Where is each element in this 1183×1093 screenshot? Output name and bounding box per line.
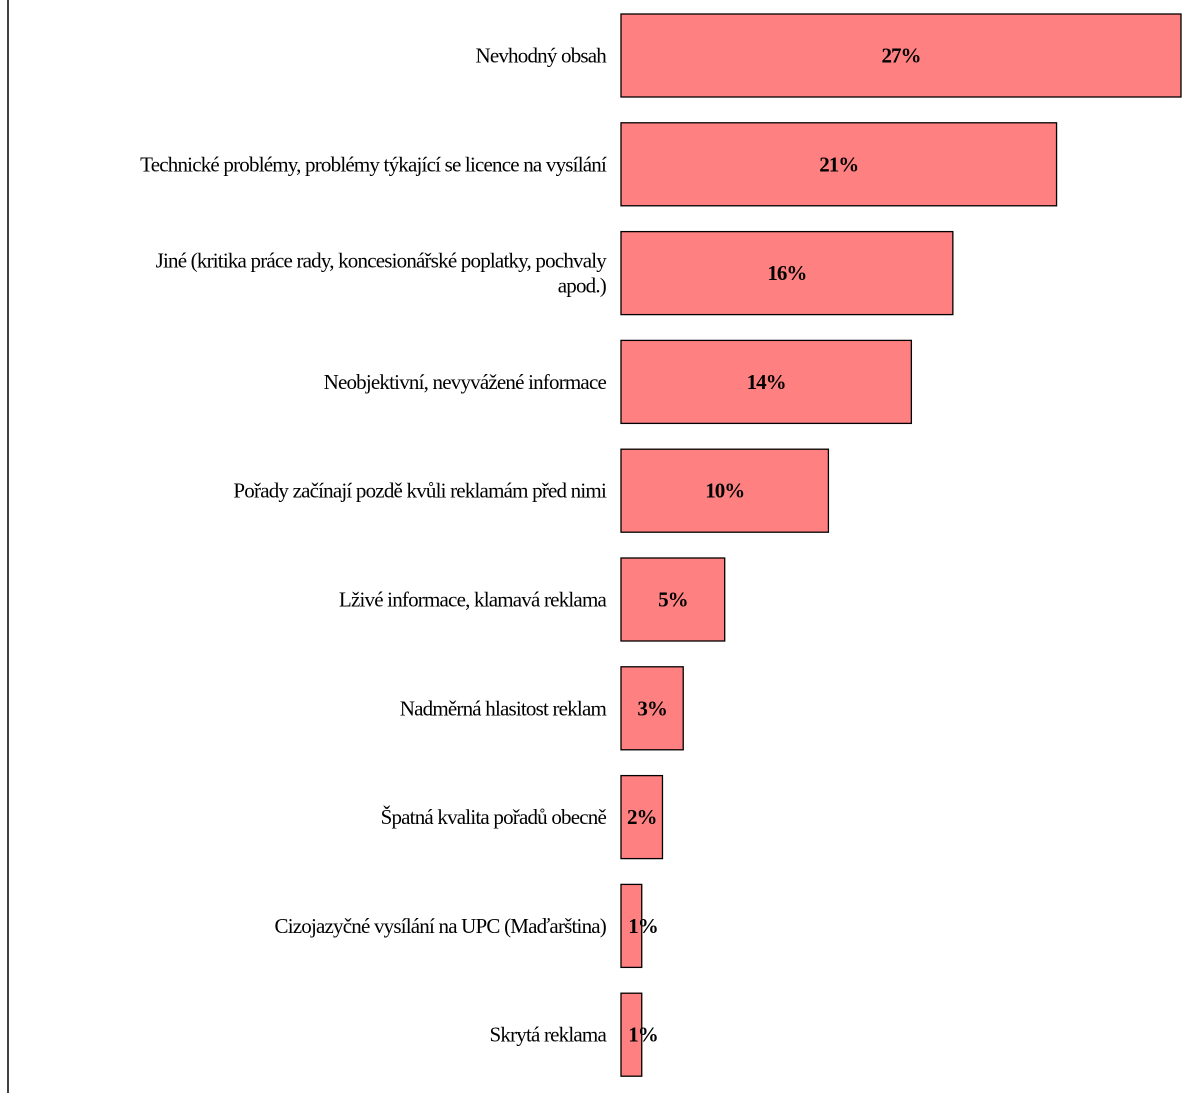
value-label: 2% <box>627 805 657 829</box>
bar <box>620 883 643 969</box>
bar <box>620 992 643 1077</box>
value-label: 1% <box>628 1023 658 1047</box>
category-label-line: Lživé informace, klamavá reklama <box>339 588 608 612</box>
category-label: Pořady začínají pozdě kvůli reklamám pře… <box>233 479 607 503</box>
category-label-line: Jiné (kritika práce rady, koncesionářské… <box>156 249 608 273</box>
bar-group: Technické problémy, problémy týkající se… <box>140 122 1058 207</box>
category-label: Skrytá reklama <box>489 1023 607 1047</box>
category-label: Technické problémy, problémy týkající se… <box>140 152 607 176</box>
category-label-line: Pořady začínají pozdě kvůli reklamám pře… <box>233 479 607 503</box>
category-label: Špatná kvalita pořadů obecně <box>381 805 607 829</box>
bar <box>620 230 954 316</box>
category-label: Nadměrná hlasitost reklam <box>400 696 607 720</box>
category-label-line: Nevhodný obsah <box>475 44 607 68</box>
value-label: 3% <box>637 696 667 720</box>
category-label-line: Špatná kvalita pořadů obecně <box>381 805 607 829</box>
value-label: 21% <box>819 152 858 176</box>
category-label-line: Skrytá reklama <box>489 1023 607 1047</box>
category-label-line: Nadměrná hlasitost reklam <box>400 696 607 720</box>
category-label: Lživé informace, klamavá reklama <box>339 588 608 612</box>
value-label: 16% <box>767 261 806 285</box>
bar-group: Pořady začínají pozdě kvůli reklamám pře… <box>233 448 830 533</box>
value-label: 1% <box>628 914 658 938</box>
bar-group: Lživé informace, klamavá reklama 5% <box>339 557 726 642</box>
value-label: 10% <box>705 479 744 503</box>
category-label: Nevhodný obsah <box>475 44 607 68</box>
bar <box>620 339 913 425</box>
value-label: 27% <box>882 44 921 68</box>
bar <box>620 666 684 751</box>
bar <box>620 774 664 860</box>
category-label-line: apod.) <box>558 274 607 298</box>
category-label-line: Cizojazyčné vysílání na UPC (Maďarština) <box>275 914 607 938</box>
category-label: Jiné (kritika práce rady, koncesionářské… <box>156 249 608 298</box>
category-label: Cizojazyčné vysílání na UPC (Maďarština) <box>275 914 607 938</box>
bar <box>620 557 726 642</box>
value-label: 5% <box>658 588 688 612</box>
category-label: Neobjektivní, nevyvážené informace <box>324 370 607 394</box>
value-label: 14% <box>747 370 786 394</box>
category-label-line: Technické problémy, problémy týkající se… <box>140 152 607 176</box>
category-label-line: Neobjektivní, nevyvážené informace <box>324 370 607 394</box>
bar-group: Neobjektivní, nevyvážené informace 14% <box>324 339 913 425</box>
bar-group: Nadměrná hlasitost reklam 3% <box>400 666 684 751</box>
bar <box>620 122 1058 207</box>
bar-group: Skrytá reklama 1% <box>489 992 659 1077</box>
bar-group: Nevhodný obsah 27% <box>475 13 1182 98</box>
bar-group: Jiné (kritika práce rady, koncesionářské… <box>156 230 954 316</box>
bar <box>620 13 1182 98</box>
bar-group: Cizojazyčné vysílání na UPC (Maďarština)… <box>275 883 659 969</box>
bar <box>620 448 830 533</box>
bar-group: Špatná kvalita pořadů obecně 2% <box>381 774 664 860</box>
